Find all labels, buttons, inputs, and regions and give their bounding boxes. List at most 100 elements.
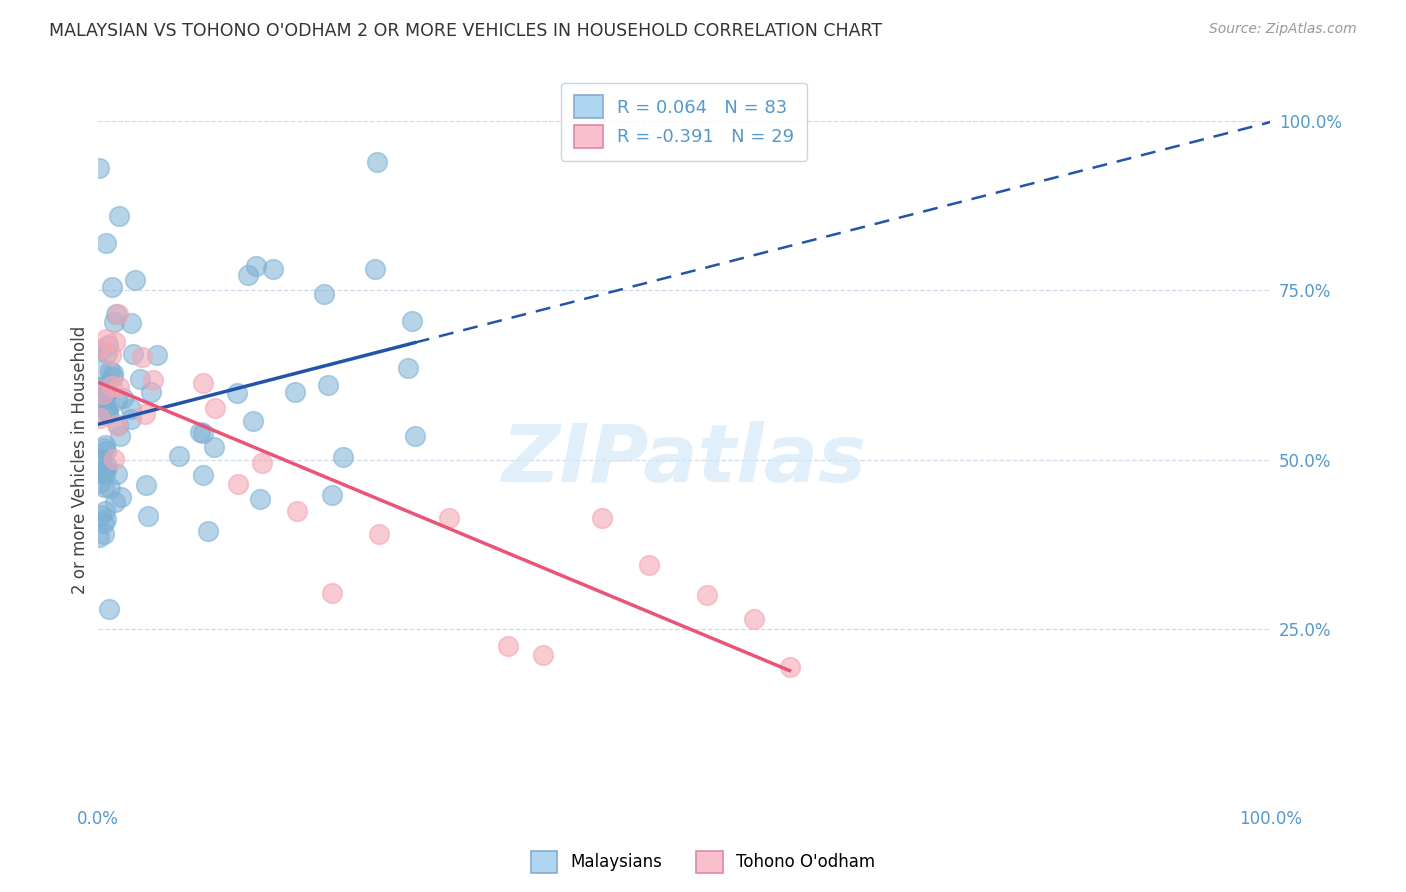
Point: [87, 392, 110, 407]
Point: [531, 648, 554, 662]
Point: [142, 373, 165, 387]
Point: [100, 348, 122, 362]
Point: [401, 314, 423, 328]
Point: [94, 462, 117, 476]
Text: MALAYSIAN VS TOHONO O'ODHAM 2 OR MORE VEHICLES IN HOUSEHOLD CORRELATION CHART: MALAYSIAN VS TOHONO O'ODHAM 2 OR MORE VE…: [49, 22, 883, 40]
Point: [364, 262, 387, 277]
Text: ZIPatlas: ZIPatlas: [502, 421, 866, 499]
Point: [197, 524, 219, 538]
Point: [89, 361, 111, 376]
Point: [191, 376, 214, 391]
Point: [135, 478, 157, 492]
Point: [779, 659, 801, 673]
Point: [91, 387, 114, 401]
Point: [105, 392, 128, 407]
Point: [94, 408, 117, 422]
Point: [136, 508, 159, 523]
Point: [744, 612, 766, 626]
Point: [96, 512, 118, 526]
Point: [128, 372, 150, 386]
Point: [101, 370, 124, 384]
Point: [242, 415, 264, 429]
Point: [100, 363, 122, 377]
Point: [110, 490, 132, 504]
Point: [228, 476, 250, 491]
Point: [131, 350, 153, 364]
Point: [103, 334, 125, 349]
Point: [97, 404, 120, 418]
Point: [105, 467, 128, 481]
Point: [91, 453, 114, 467]
Point: [321, 586, 343, 600]
Point: [284, 384, 307, 399]
Legend: R = 0.064   N = 83, R = -0.391   N = 29: R = 0.064 N = 83, R = -0.391 N = 29: [561, 83, 807, 161]
Point: [188, 425, 211, 439]
Point: [93, 389, 115, 403]
Point: [96, 388, 118, 402]
Point: [94, 332, 117, 346]
Point: [97, 337, 120, 351]
Point: [96, 403, 118, 417]
Point: [332, 450, 354, 464]
Point: [89, 342, 111, 356]
Point: [120, 316, 142, 330]
Point: [100, 378, 122, 392]
Point: [250, 456, 273, 470]
Point: [191, 467, 214, 482]
Point: [101, 366, 124, 380]
Point: [696, 589, 718, 603]
Legend: Malaysians, Tohono O'odham: Malaysians, Tohono O'odham: [524, 845, 882, 880]
Point: [169, 449, 191, 463]
Point: [94, 235, 117, 250]
Point: [141, 384, 163, 399]
Point: [191, 425, 214, 440]
Point: [94, 504, 117, 518]
Point: [134, 407, 156, 421]
Point: [90, 508, 112, 523]
Y-axis label: 2 or more Vehicles in Household: 2 or more Vehicles in Household: [72, 326, 89, 594]
Point: [245, 260, 267, 274]
Point: [89, 476, 111, 491]
Point: [105, 417, 128, 432]
Point: [104, 494, 127, 508]
Text: Source: ZipAtlas.com: Source: ZipAtlas.com: [1209, 22, 1357, 37]
Point: [439, 511, 461, 525]
Point: [93, 441, 115, 455]
Point: [97, 406, 120, 420]
Point: [91, 465, 114, 479]
Point: [496, 639, 519, 653]
Point: [637, 558, 659, 572]
Point: [98, 481, 121, 495]
Point: [249, 492, 271, 507]
Point: [321, 488, 343, 502]
Point: [103, 451, 125, 466]
Point: [90, 451, 112, 466]
Point: [122, 347, 145, 361]
Point: [87, 530, 110, 544]
Point: [120, 401, 142, 416]
Point: [366, 154, 388, 169]
Point: [90, 343, 112, 357]
Point: [108, 380, 131, 394]
Point: [100, 280, 122, 294]
Point: [94, 467, 117, 481]
Point: [94, 438, 117, 452]
Point: [89, 411, 111, 425]
Point: [93, 526, 115, 541]
Point: [103, 315, 125, 329]
Point: [312, 287, 335, 301]
Point: [91, 466, 114, 480]
Point: [285, 503, 308, 517]
Point: [124, 273, 146, 287]
Point: [91, 464, 114, 478]
Point: [120, 412, 142, 426]
Point: [87, 381, 110, 395]
Point: [236, 268, 259, 282]
Point: [94, 444, 117, 458]
Point: [93, 516, 115, 530]
Point: [108, 209, 131, 223]
Point: [146, 348, 169, 362]
Point: [262, 262, 284, 277]
Point: [96, 346, 118, 360]
Point: [110, 429, 132, 443]
